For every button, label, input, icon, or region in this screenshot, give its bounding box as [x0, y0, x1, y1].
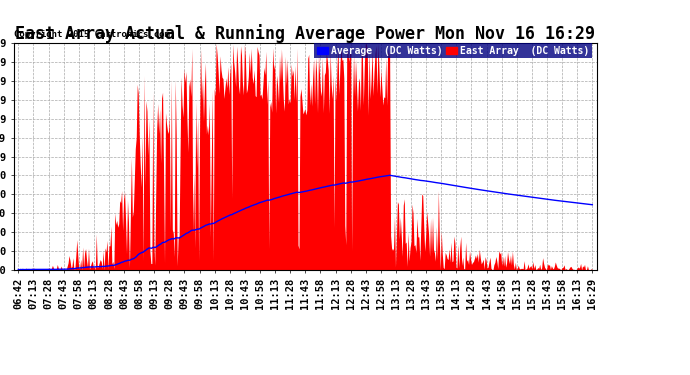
Legend: Average  (DC Watts), East Array  (DC Watts): Average (DC Watts), East Array (DC Watts…	[314, 44, 592, 58]
Text: Copyright 2015 Cartronics.com: Copyright 2015 Cartronics.com	[14, 30, 170, 39]
Title: East Array Actual & Running Average Power Mon Nov 16 16:29: East Array Actual & Running Average Powe…	[15, 24, 595, 43]
